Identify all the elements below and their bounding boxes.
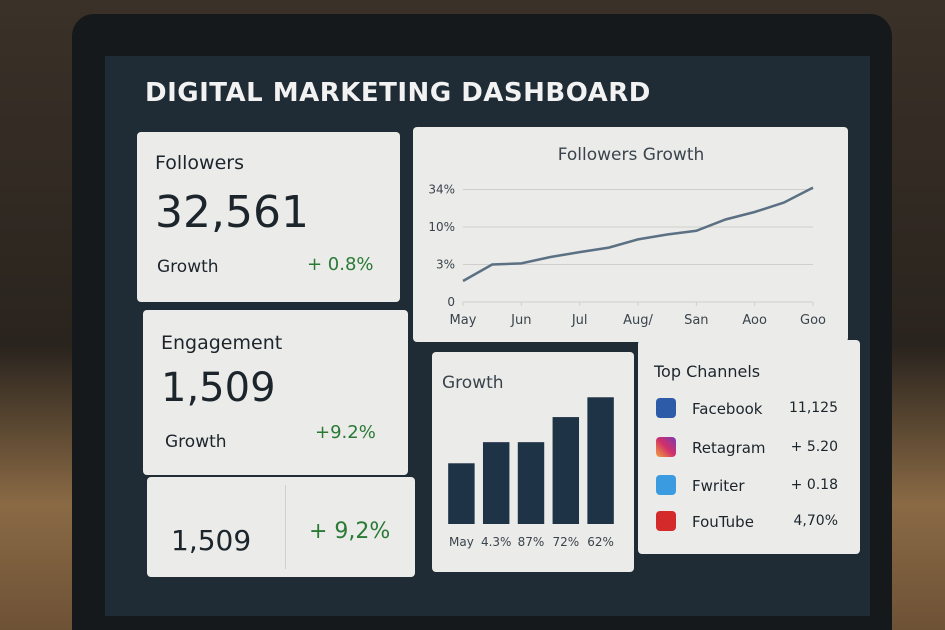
channels-card: Top Channels Facebook 11,125 Retagram + 5.…: [638, 340, 860, 554]
x-tick-label: 72%: [552, 535, 579, 549]
x-tick-label: San: [684, 313, 708, 328]
channel-row: Retagram + 5.20: [656, 437, 860, 459]
bar: [448, 463, 475, 524]
youtube-icon: [656, 511, 676, 531]
channel-value: 4,70%: [793, 513, 838, 529]
card-sub: Growth: [157, 257, 219, 277]
channel-value: + 0.18: [790, 477, 838, 493]
x-tick-label: Jun: [510, 313, 531, 328]
summary-card: 1,509 + 9,2%: [147, 477, 415, 577]
y-tick-label: 3%: [436, 258, 455, 272]
bar: [552, 417, 580, 524]
y-tick-label: 34%: [428, 183, 455, 197]
bar: [587, 397, 614, 524]
x-tick-label: 4.3%: [481, 535, 512, 549]
x-tick-label: 62%: [587, 535, 614, 549]
channel-name: Fwriter: [692, 477, 745, 495]
x-tick-label: May: [449, 535, 474, 549]
channel-row: FouTube 4,70%: [656, 511, 860, 533]
y-tick-label: 0: [447, 295, 455, 309]
line: [462, 186, 814, 283]
bar: [482, 442, 510, 524]
twitter-icon: [656, 475, 676, 495]
card-value: 1,509: [161, 365, 276, 411]
chart-title: Followers Growth: [558, 145, 705, 165]
channels-title: Top Channels: [654, 362, 761, 381]
x-tick-label: May: [450, 313, 477, 328]
x-tick-label: Goo: [800, 313, 826, 328]
card-change: + 9,2%: [309, 519, 391, 544]
bar-card: Growth May 4.3% 87% 72% 62%: [432, 352, 634, 572]
card-change: + 0.8%: [307, 254, 374, 275]
card-value: 1,509: [171, 524, 252, 557]
x-tick-label: Jul: [571, 313, 588, 328]
channel-name: Facebook: [692, 400, 763, 418]
channel-value: 11,125: [789, 400, 838, 416]
x-tick-label: Aug/: [623, 313, 653, 328]
dashboard-title: DIGITAL MARKETING DASHBOARD: [145, 78, 651, 108]
channel-name: FouTube: [692, 513, 754, 531]
channel-value: + 5.20: [790, 439, 838, 455]
engagement-card: Engagement 1,509 Growth +9.2%: [143, 310, 408, 475]
instagram-icon: [656, 437, 676, 457]
card-change: +9.2%: [315, 422, 376, 443]
card-value: 32,561: [155, 187, 309, 238]
bar: [517, 442, 545, 524]
divider: [285, 485, 286, 569]
chart-title: Growth: [442, 373, 504, 393]
x-tick-label: Aoo: [742, 313, 767, 328]
card-label: Engagement: [161, 332, 283, 354]
card-sub: Growth: [165, 432, 227, 452]
channel-name: Retagram: [692, 439, 766, 457]
line-chart: Followers Growth 0 3% 10% 34% May Jun Jul Aug/Sa…: [428, 145, 826, 328]
line-card: Followers Growth 0 3% 10% 34% May Jun Jul Aug/Sa…: [413, 127, 848, 342]
bar-chart: Growth May 4.3% 87% 72% 62%: [442, 373, 614, 549]
x-tick-label: 87%: [518, 535, 545, 549]
card-label: Followers: [155, 152, 244, 174]
y-tick-label: 10%: [428, 220, 455, 234]
followers-card: Followers 32,561 Growth + 0.8%: [137, 132, 400, 302]
channel-row: Facebook 11,125: [656, 398, 860, 420]
facebook-icon: [656, 398, 676, 418]
channel-row: Fwriter + 0.18: [656, 475, 860, 497]
